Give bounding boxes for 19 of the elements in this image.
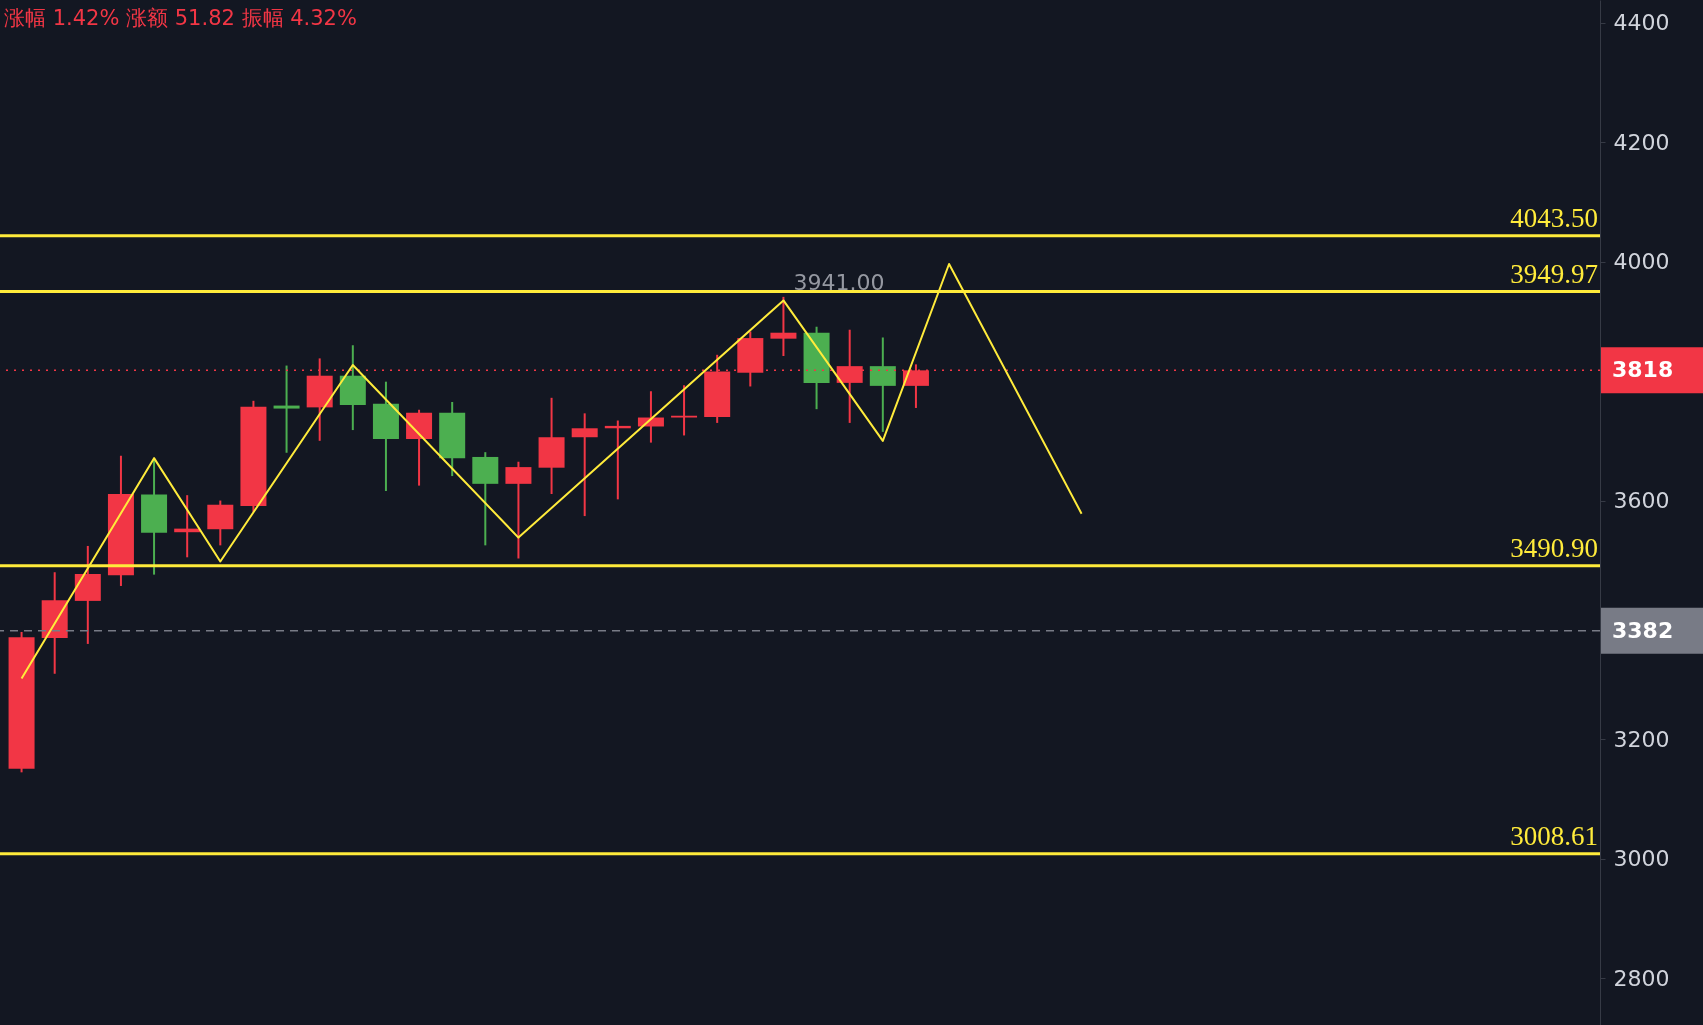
ref-line-label: 3382 [1612,617,1674,643]
y-tick-label: 3200 [1613,726,1670,752]
ref-line-label: 3490.90 [1510,532,1598,563]
y-tick-label: 3600 [1613,488,1670,514]
ref-line-label: 3949.97 [1510,258,1598,289]
ref-line-label: 3818 [1612,357,1674,383]
chart-title: 涨幅 1.42% 涨额 51.82 振幅 4.32% [4,6,357,30]
y-tick-label: 4200 [1613,129,1670,155]
y-tick-label: 4000 [1613,249,1670,275]
candlestick [273,364,300,454]
candlestick [571,412,598,518]
ref-line-label: 3008.61 [1510,820,1598,851]
ref-line-label: 4043.50 [1510,202,1598,233]
y-tick-label: 4400 [1613,10,1670,36]
y-tick-label: 2800 [1613,965,1670,991]
candlestick [671,384,698,437]
y-tick-label: 3000 [1613,846,1670,872]
candlestick [770,295,797,357]
annotation: 3941.00 [793,269,885,295]
